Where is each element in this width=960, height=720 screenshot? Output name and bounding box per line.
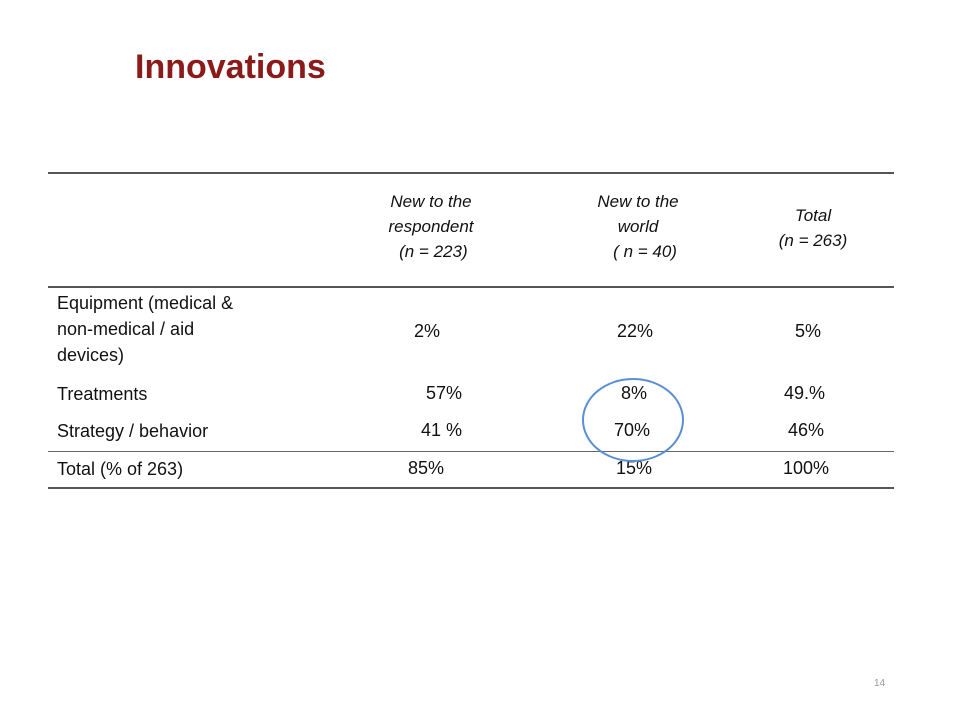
header-line: respondent: [388, 217, 474, 236]
cell-treatments-respondent: 57%: [426, 383, 463, 403]
header-line: ( n = 40): [599, 242, 677, 261]
slide-title: Innovations: [135, 48, 326, 86]
row-label-line: Strategy / behavior: [57, 421, 209, 441]
row-label-line: Equipment (medical &: [57, 293, 234, 313]
row-label-line: devices): [57, 345, 125, 365]
page-number: 14: [874, 678, 886, 689]
column-header-total: Total (n = 263): [758, 203, 868, 253]
cell-strategy-total: 46%: [788, 420, 825, 440]
highlight-circle-annotation: [582, 378, 684, 462]
header-line: New to the: [390, 192, 472, 211]
header-line: New to the: [597, 192, 679, 211]
header-line: world: [617, 217, 659, 236]
row-label-line: non-medical / aid: [57, 319, 195, 339]
table-total-rule: [48, 451, 894, 452]
table-header-rule: [48, 286, 894, 288]
header-line: Total: [794, 206, 832, 225]
header-line: (n = 263): [778, 231, 848, 250]
cell-treatments-total: 49.%: [784, 383, 826, 403]
row-label-strategy: Strategy / behavior: [57, 418, 208, 444]
cell-total-total: 100%: [783, 458, 830, 478]
cell-equipment-world: 22%: [617, 321, 654, 341]
row-label-total: Total (% of 263): [57, 456, 183, 482]
row-label-equipment: Equipment (medical & non-medical / aid d…: [57, 290, 233, 368]
cell-total-respondent: 85%: [408, 458, 445, 478]
cell-total-world: 15%: [616, 458, 653, 478]
table-bottom-rule: [48, 487, 894, 489]
header-line: (n = 223): [394, 242, 468, 261]
cell-strategy-respondent: 41 %: [421, 420, 463, 440]
cell-equipment-total: 5%: [795, 321, 822, 341]
cell-equipment-respondent: 2%: [414, 321, 441, 341]
row-label-line: Treatments: [57, 384, 148, 404]
column-header-world: New to the world ( n = 40): [578, 189, 698, 264]
row-label-treatments: Treatments: [57, 381, 147, 407]
table-top-rule: [48, 172, 894, 174]
column-header-respondent: New to the respondent (n = 223): [372, 189, 490, 264]
row-label-line: Total (% of 263): [57, 459, 184, 479]
